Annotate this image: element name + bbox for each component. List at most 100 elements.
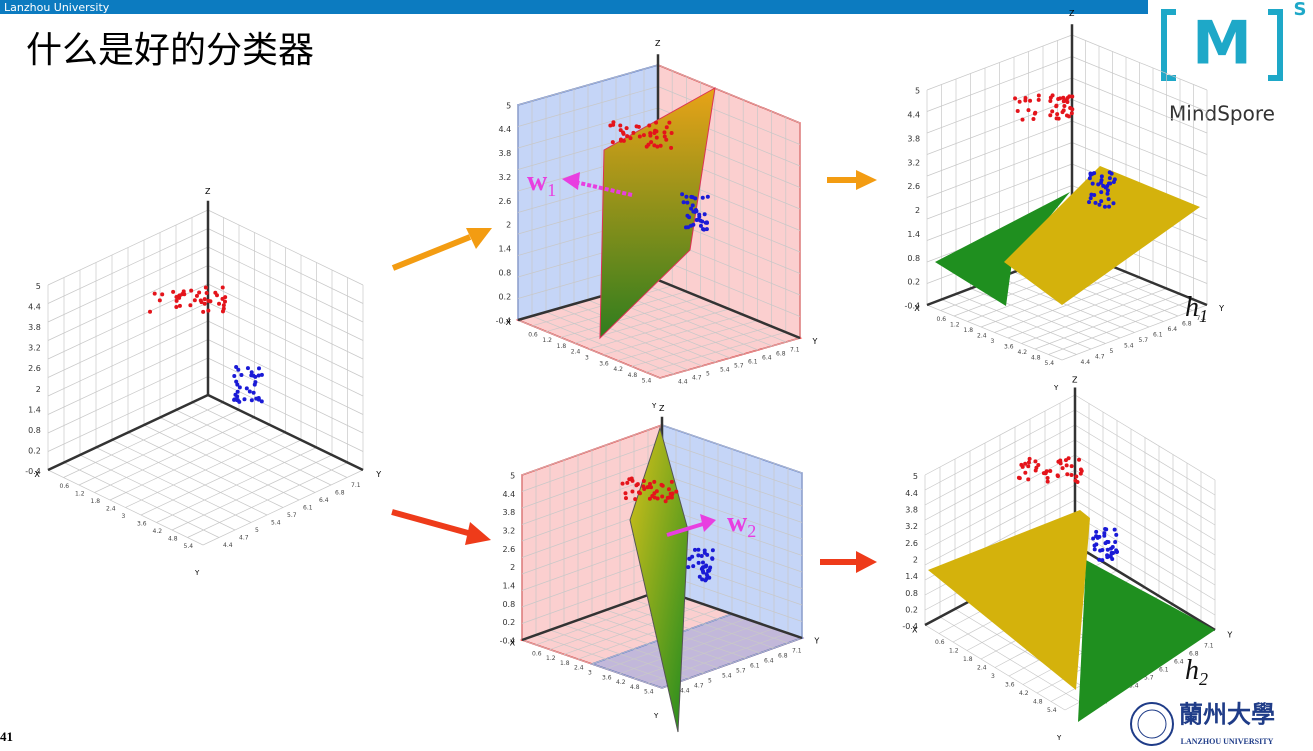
grid-line (47, 469, 204, 546)
y-tick-label: 4.4 (678, 379, 688, 386)
scatter-point (687, 215, 692, 220)
y-tick-label: 7.1 (792, 648, 802, 655)
grid-line (521, 441, 663, 492)
scatter-point (1113, 540, 1118, 545)
logo-name: MindSpore (1169, 102, 1275, 126)
grid-line (47, 209, 209, 286)
x-tick-label: 3 (991, 338, 995, 345)
scatter-point (1087, 200, 1092, 205)
grid-line (926, 99, 1073, 155)
z-tick-label: 0.2 (502, 618, 515, 627)
grid-line (517, 107, 659, 149)
hyperplane (599, 87, 716, 340)
scatter-point (1100, 558, 1105, 563)
scatter-point (1033, 459, 1038, 464)
scatter-point (204, 291, 209, 296)
z-tick-label: 2.6 (905, 539, 918, 548)
x-tick-label: 1.8 (560, 660, 570, 667)
grid-line (659, 337, 801, 379)
z-tick-label: -0.4 (25, 467, 41, 476)
scatter-point (1092, 193, 1097, 198)
scatter-point (1034, 465, 1039, 470)
x-tick-label: 0.6 (60, 483, 70, 490)
x-tick-label: 1.2 (949, 648, 959, 655)
z-tick-label: 1.4 (502, 582, 515, 591)
scatter-point (669, 145, 674, 150)
axis-line (47, 393, 209, 472)
z-tick-label: 5 (913, 472, 918, 481)
scatter-point (618, 137, 623, 142)
z-tick-label: -0.4 (496, 316, 512, 325)
scatter-point (637, 134, 642, 139)
x-tick-label: 3.6 (1005, 682, 1015, 689)
scatter-point (693, 207, 698, 212)
scatter-point (256, 373, 261, 378)
z-tick-label: 3.2 (907, 158, 920, 167)
logo-mark: M (1192, 9, 1252, 79)
scatter-point (1064, 463, 1069, 468)
x-tick-label: 4.8 (628, 372, 638, 379)
y-tick-label: 4.7 (239, 535, 249, 542)
y-tick-label: 7.1 (1204, 643, 1214, 650)
z-tick-label: 0.8 (502, 600, 515, 609)
scatter-point (625, 134, 630, 139)
grid-line (631, 326, 772, 367)
grid-line (619, 623, 761, 674)
math-label: w1 (527, 166, 556, 200)
z-tick-label: 4.4 (905, 489, 918, 498)
x-tick-label: 4.8 (168, 536, 178, 543)
scatter-point (1091, 536, 1096, 541)
grid-line (924, 469, 1076, 551)
scatter-point (699, 553, 704, 558)
scatter-point (660, 494, 665, 499)
grid-line (1071, 142, 1208, 198)
scatter-point (1114, 532, 1119, 537)
scatter-point (1064, 97, 1069, 102)
grid-line (207, 209, 364, 286)
y-tick-label: 6.1 (1159, 667, 1169, 674)
scatter-point (623, 496, 628, 501)
grid-line (1007, 282, 1154, 339)
scatter-point (1092, 543, 1097, 548)
x-tick-label: 0.6 (935, 639, 945, 646)
class-region (928, 510, 1090, 690)
scatter-point (630, 489, 635, 494)
plot-3d: 5 4.4 3.8 3.2 2.6 2 1.4 0.8 0.2 -0.4 0.6 1.2 1.8 2.4 3… (500, 404, 819, 733)
axis-line (521, 588, 663, 642)
y-tick-label: 5.7 (736, 668, 746, 675)
scatter-point (1048, 99, 1053, 104)
grid-line (47, 228, 209, 304)
scatter-point (1107, 176, 1112, 181)
y-tick-label: 5.7 (1144, 675, 1154, 682)
scatter-point (641, 479, 646, 484)
scatter-point (652, 143, 657, 148)
scatter-point (1026, 108, 1031, 113)
scatter-point (1067, 94, 1072, 99)
scatter-point (702, 212, 707, 217)
class-region (1004, 166, 1200, 305)
scatter-point (1036, 93, 1041, 98)
y-tick-label: 4.4 (1081, 359, 1091, 366)
y-tick-label: 6.1 (750, 663, 760, 670)
grid-line (1074, 439, 1216, 526)
scatter-point (235, 389, 240, 394)
scatter-point (618, 128, 623, 133)
scatter-point (174, 298, 179, 303)
scatter-point (1028, 98, 1033, 103)
grid-line (603, 314, 744, 356)
grid-line (588, 308, 730, 350)
scatter-point (634, 124, 639, 129)
scatter-point (1070, 94, 1075, 99)
y-tick-label: 5.7 (734, 363, 744, 370)
scatter-point (1105, 188, 1110, 193)
scatter-point (236, 367, 241, 372)
scatter-point (259, 399, 264, 404)
grid-line (573, 303, 717, 363)
scatter-point (631, 130, 636, 135)
scatter-point (654, 120, 659, 125)
scatter-point (1088, 196, 1093, 201)
scatter-point (625, 480, 630, 485)
scatter-point (1087, 176, 1092, 181)
axis-label: Y (194, 569, 200, 577)
scatter-point (710, 548, 715, 553)
